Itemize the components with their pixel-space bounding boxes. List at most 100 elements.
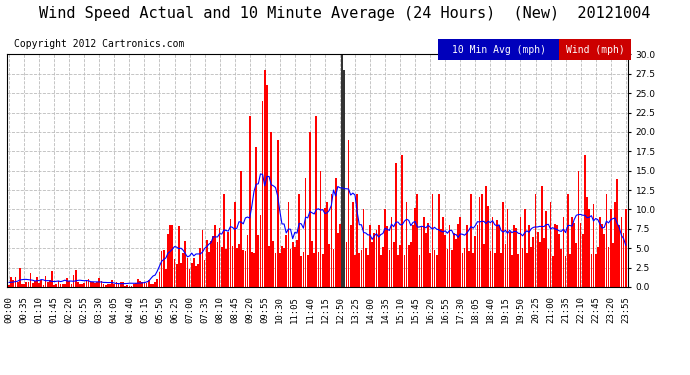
Bar: [184, 241, 186, 287]
Bar: [412, 225, 414, 287]
Bar: [597, 247, 599, 287]
Bar: [339, 224, 341, 287]
Bar: [217, 242, 218, 287]
Bar: [111, 280, 113, 287]
Bar: [455, 239, 457, 287]
Bar: [473, 253, 474, 287]
Bar: [369, 225, 371, 287]
Bar: [240, 171, 242, 287]
Bar: [479, 197, 480, 287]
Bar: [350, 225, 352, 287]
Bar: [468, 252, 470, 287]
Bar: [460, 217, 461, 287]
Bar: [363, 209, 364, 287]
Bar: [68, 281, 70, 287]
Bar: [367, 255, 368, 287]
Bar: [618, 225, 620, 287]
Bar: [608, 247, 609, 287]
Bar: [30, 273, 32, 287]
Bar: [296, 240, 298, 287]
Bar: [344, 70, 345, 287]
Bar: [277, 140, 279, 287]
Bar: [298, 194, 300, 287]
Bar: [75, 270, 77, 287]
Bar: [38, 283, 40, 287]
Bar: [197, 264, 199, 287]
Bar: [139, 280, 141, 287]
Bar: [188, 269, 190, 287]
Text: Wind (mph): Wind (mph): [566, 45, 624, 55]
Bar: [12, 280, 14, 287]
Bar: [101, 281, 102, 287]
Bar: [328, 244, 330, 287]
Bar: [580, 224, 582, 287]
Bar: [453, 232, 455, 287]
Bar: [477, 225, 478, 287]
Bar: [223, 194, 225, 287]
Bar: [137, 279, 139, 287]
Bar: [462, 253, 463, 287]
Bar: [591, 254, 592, 287]
Bar: [90, 282, 92, 287]
Bar: [255, 147, 257, 287]
Bar: [414, 208, 416, 287]
Bar: [543, 238, 545, 287]
Bar: [268, 246, 270, 287]
Bar: [144, 283, 146, 287]
Bar: [331, 194, 332, 287]
Bar: [603, 234, 605, 287]
Bar: [494, 253, 495, 287]
Bar: [550, 202, 551, 287]
Bar: [610, 209, 611, 287]
Bar: [105, 285, 106, 287]
Bar: [253, 254, 255, 287]
Bar: [103, 284, 104, 287]
Bar: [535, 194, 536, 287]
Bar: [169, 225, 171, 287]
Bar: [322, 254, 324, 287]
Bar: [500, 253, 502, 287]
Bar: [558, 234, 560, 287]
Bar: [178, 226, 179, 287]
Bar: [236, 248, 237, 287]
Bar: [464, 248, 466, 287]
Bar: [249, 116, 250, 287]
Bar: [161, 251, 162, 287]
Bar: [49, 280, 51, 287]
Bar: [506, 209, 509, 287]
Bar: [130, 286, 132, 287]
Bar: [410, 242, 412, 287]
Bar: [457, 224, 459, 287]
Bar: [206, 240, 208, 287]
Bar: [195, 266, 197, 287]
Bar: [451, 250, 453, 287]
Bar: [118, 284, 119, 287]
Bar: [612, 243, 613, 287]
Bar: [163, 250, 165, 287]
Bar: [10, 278, 12, 287]
Bar: [199, 248, 201, 287]
Bar: [150, 284, 152, 287]
Bar: [14, 277, 17, 287]
Bar: [128, 286, 130, 287]
Bar: [126, 285, 128, 287]
Bar: [41, 280, 42, 287]
Bar: [380, 255, 382, 287]
Bar: [620, 217, 622, 287]
Bar: [122, 282, 124, 287]
Bar: [586, 196, 588, 287]
Bar: [303, 252, 304, 287]
Bar: [172, 225, 173, 287]
Bar: [531, 248, 532, 287]
Bar: [358, 253, 360, 287]
Bar: [313, 253, 315, 287]
Bar: [8, 285, 10, 287]
Bar: [333, 249, 335, 287]
Bar: [51, 272, 53, 287]
Bar: [400, 245, 401, 287]
Bar: [564, 256, 566, 287]
Bar: [554, 224, 555, 287]
Bar: [509, 232, 511, 287]
Bar: [307, 255, 308, 287]
Bar: [109, 284, 111, 287]
